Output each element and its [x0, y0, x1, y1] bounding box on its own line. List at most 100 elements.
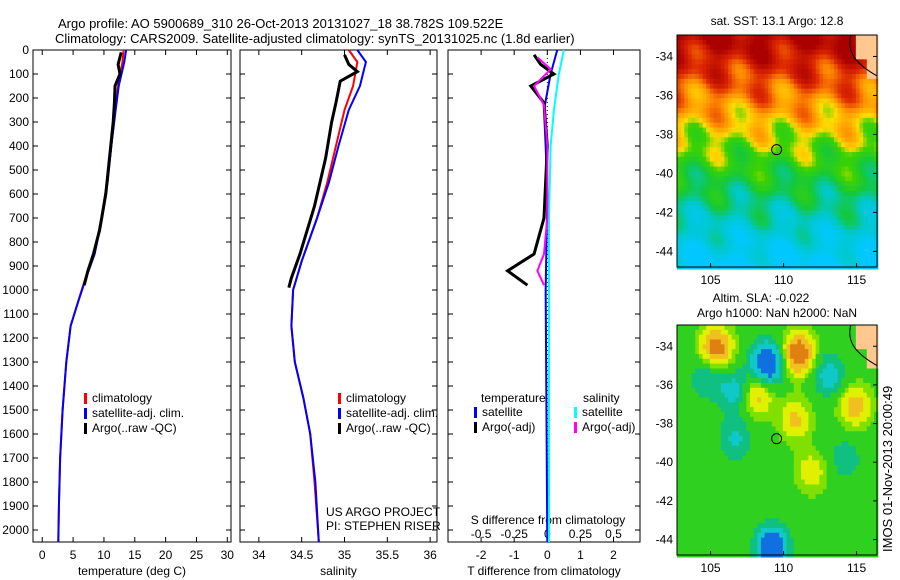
map-cell: [684, 465, 689, 471]
map-cell: [713, 249, 718, 255]
map-cell: [684, 229, 689, 236]
map-cell: [749, 166, 755, 173]
map-cell: [706, 161, 711, 168]
map-cell: [687, 494, 693, 500]
map-cell: [757, 98, 762, 104]
map-cell: [866, 450, 872, 457]
map-cell: [698, 161, 704, 168]
map-cell: [742, 176, 747, 182]
map-cell: [771, 382, 777, 389]
map-cell: [786, 181, 791, 187]
map-cell: [735, 382, 740, 389]
map-cell: [790, 426, 795, 432]
map-cell: [822, 489, 828, 495]
map-cell: [749, 244, 755, 251]
map-cell: [724, 489, 729, 495]
map-cell: [808, 98, 813, 104]
map-cell: [801, 234, 806, 241]
map-cell: [728, 382, 733, 389]
map-cell: [815, 69, 820, 75]
map-cell: [815, 225, 820, 231]
map-cell: [870, 225, 875, 231]
map-cell: [757, 147, 762, 153]
map-cell: [749, 49, 755, 56]
map-cell: [830, 387, 835, 394]
map-cell: [687, 137, 693, 143]
map-cell: [841, 39, 846, 46]
map-cell: [793, 73, 799, 80]
map-cell: [782, 229, 788, 236]
map-cell: [713, 166, 718, 173]
map-cell: [735, 392, 740, 399]
map-cell: [819, 239, 824, 246]
map-cell: [826, 73, 831, 80]
map-cell: [874, 229, 879, 236]
map-cell: [874, 147, 879, 153]
map-cell: [779, 73, 784, 80]
map-cell: [874, 156, 879, 163]
map-cell: [742, 363, 747, 370]
map-cell: [760, 455, 766, 461]
map-cell: [760, 117, 766, 124]
map-cell: [786, 156, 791, 163]
map-cell: [782, 465, 788, 471]
map-cell: [731, 440, 736, 447]
map-cell: [808, 171, 813, 177]
map-cell: [677, 39, 682, 46]
map-cell: [790, 103, 795, 109]
map-cell: [793, 411, 799, 418]
map-cell: [874, 450, 879, 457]
map-cell: [742, 234, 747, 241]
map-cell: [775, 411, 780, 418]
map-cell: [695, 83, 700, 90]
map-cell: [870, 186, 875, 192]
map-cell: [790, 489, 795, 495]
map-cell: [844, 112, 850, 119]
map-cell: [757, 161, 762, 168]
map-cell: [819, 195, 824, 202]
map-cell: [786, 465, 791, 471]
map-cell: [874, 407, 879, 413]
map-cell: [855, 220, 861, 226]
map-cell: [713, 176, 718, 182]
map-cell: [822, 344, 828, 350]
map-cell: [735, 494, 740, 500]
map-cell: [771, 411, 777, 418]
map-cell: [844, 229, 850, 236]
map-cell: [830, 69, 835, 75]
map-cell: [677, 397, 682, 403]
map-cell: [870, 229, 875, 236]
map-cell: [812, 93, 817, 99]
map-cell: [687, 479, 693, 486]
map-cell: [782, 205, 788, 212]
map-cell: [848, 234, 853, 241]
map-cell: [709, 210, 715, 216]
map-cell: [837, 416, 842, 423]
map-cell: [706, 73, 711, 80]
map-cell: [749, 249, 755, 255]
map-cell: [855, 334, 861, 341]
map-cell: [874, 171, 879, 177]
map-cell: [833, 465, 839, 471]
map-cell: [698, 112, 704, 119]
map-cell: [844, 344, 850, 350]
map-cell: [775, 35, 780, 41]
x-tick-label: 15: [128, 548, 142, 562]
map-cell: [687, 103, 693, 109]
map-cell: [826, 59, 831, 65]
map-cell: [695, 156, 700, 163]
map-cell: [728, 69, 733, 75]
map-cell: [680, 44, 685, 51]
map-cell: [695, 229, 700, 236]
map-cell: [819, 190, 824, 197]
map-cell: [863, 49, 868, 56]
map-cell: [709, 98, 715, 104]
map-cell: [717, 127, 722, 134]
map-cell: [717, 108, 722, 114]
map-cell: [819, 147, 824, 153]
map-cell: [757, 416, 762, 423]
map-cell: [819, 186, 824, 192]
map-cell: [717, 117, 722, 124]
map-cell: [698, 498, 704, 505]
